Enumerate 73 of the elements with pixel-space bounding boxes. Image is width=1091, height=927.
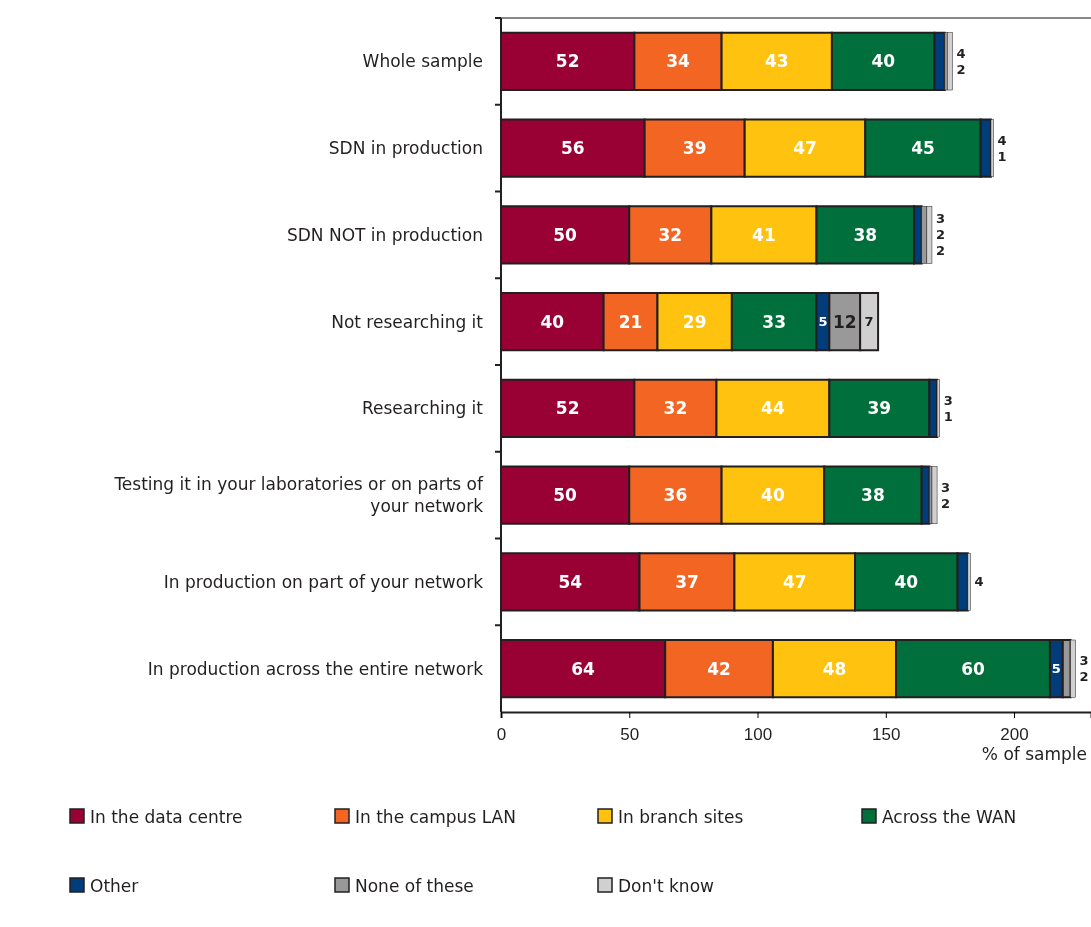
legend-label: In the data centre xyxy=(90,806,243,827)
data-label: 2 xyxy=(941,495,951,511)
data-label: 50 xyxy=(553,224,578,245)
x-tick-label: 50 xyxy=(620,724,640,744)
data-label: 52 xyxy=(555,51,580,72)
data-label: 4 xyxy=(997,132,1007,148)
data-label: 40 xyxy=(871,51,896,72)
data-label: 2 xyxy=(935,243,945,259)
data-label: 40 xyxy=(540,311,565,332)
data-label: 36 xyxy=(663,485,688,506)
legend-label: Don't know xyxy=(618,875,715,896)
y-tick-label: Whole sample xyxy=(362,51,483,72)
data-label: 2 xyxy=(935,227,945,243)
data-label: 7 xyxy=(864,314,874,330)
data-label: 38 xyxy=(861,485,885,506)
data-label: 34 xyxy=(666,51,690,72)
data-label: 40 xyxy=(894,571,919,592)
data-label: 12 xyxy=(832,311,857,332)
data-label: 1 xyxy=(943,408,953,424)
data-label: 39 xyxy=(682,138,707,159)
y-tick-label: Testing it in your laboratories or on parts of your network xyxy=(113,474,484,517)
y-tick-label: In production across the entire network xyxy=(147,658,484,679)
data-label: 32 xyxy=(658,224,683,245)
x-tick-label: 100 xyxy=(743,724,773,744)
y-tick-label: Researching it xyxy=(361,398,484,419)
data-label: 64 xyxy=(571,658,596,679)
bar xyxy=(931,466,938,524)
x-tick-label: 200 xyxy=(1000,724,1029,744)
data-label: 60 xyxy=(961,658,985,679)
legend-label: Other xyxy=(90,875,139,896)
data-label: 2 xyxy=(1079,669,1089,685)
x-tick-label: 0 xyxy=(496,724,507,744)
data-label: 47 xyxy=(793,138,817,159)
data-label: 50 xyxy=(553,485,578,506)
x-axis-title: % of sample xyxy=(981,744,1087,764)
data-label: 54 xyxy=(558,571,583,592)
data-label: 48 xyxy=(822,658,847,679)
data-label: 33 xyxy=(762,311,787,332)
data-label: 29 xyxy=(682,311,707,332)
bar xyxy=(947,32,953,91)
y-tick-label: SDN NOT in production xyxy=(286,224,483,245)
y-tick-label: In production on part of your network xyxy=(163,571,484,592)
legend-label: None of these xyxy=(355,875,474,896)
data-label: 3 xyxy=(935,211,945,227)
data-label: 44 xyxy=(761,398,785,419)
data-label: 3 xyxy=(1079,653,1089,669)
data-label: 37 xyxy=(675,571,699,592)
legend-label: In the campus LAN xyxy=(355,806,516,827)
data-label: 2 xyxy=(956,61,966,77)
data-label: 4 xyxy=(956,45,966,61)
y-tick-label: SDN in production xyxy=(328,138,483,159)
data-label: 43 xyxy=(764,51,789,72)
data-label: 42 xyxy=(707,658,731,679)
data-label: 47 xyxy=(782,571,807,592)
data-label: 39 xyxy=(867,398,892,419)
data-label: 1 xyxy=(997,148,1007,164)
data-label: 38 xyxy=(853,224,878,245)
y-tick-label: Not researching it xyxy=(331,311,484,332)
legend-label: In branch sites xyxy=(618,806,744,827)
data-label: 5 xyxy=(1051,661,1061,677)
data-label: 32 xyxy=(663,398,688,419)
data-label: 41 xyxy=(752,224,776,245)
data-label: 45 xyxy=(911,138,935,159)
data-label: 56 xyxy=(560,138,585,159)
x-tick-label: 150 xyxy=(872,724,901,744)
data-label: 5 xyxy=(818,314,828,330)
data-label: 3 xyxy=(943,392,953,408)
data-label: 3 xyxy=(941,479,951,495)
legend-label: Across the WAN xyxy=(882,806,1017,827)
data-label: 4 xyxy=(974,574,984,590)
data-label: 21 xyxy=(618,311,643,332)
data-label: 52 xyxy=(555,398,580,419)
data-label: 40 xyxy=(761,485,785,506)
